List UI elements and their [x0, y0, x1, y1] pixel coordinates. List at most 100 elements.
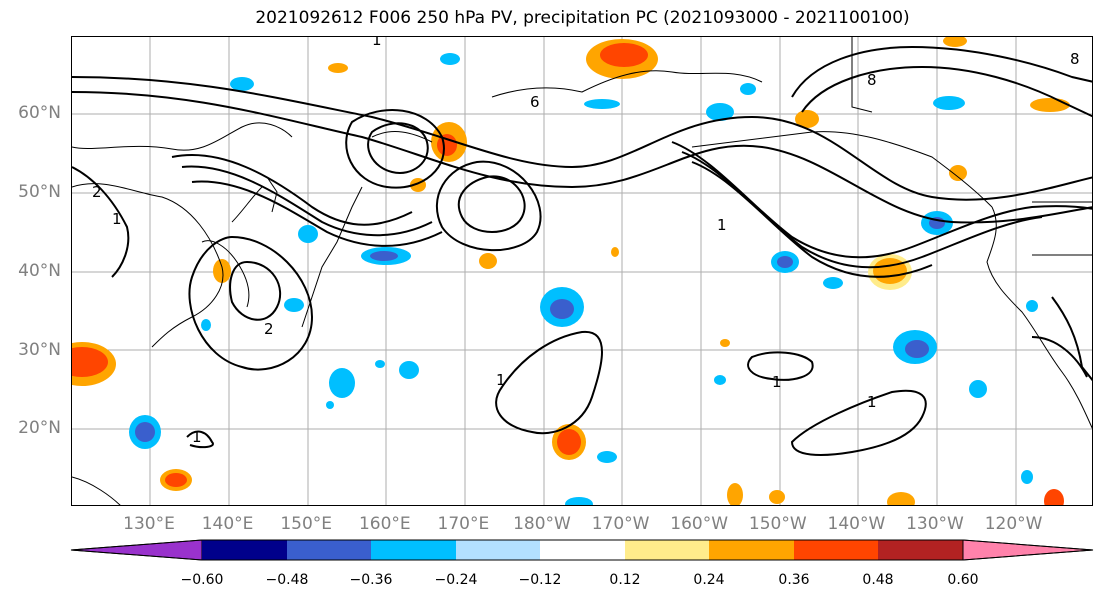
- warm-anomaly-blob: [769, 490, 785, 504]
- colorbar-tick-label: 0.36: [778, 572, 810, 588]
- contour-label: 1: [496, 371, 506, 389]
- contour-label: 1: [772, 373, 782, 391]
- colorbar-segment: [456, 540, 540, 560]
- longitude-label: 160°W: [670, 514, 729, 534]
- cool-anomaly-blob: [933, 96, 965, 110]
- longitude-label: 120°W: [984, 514, 1043, 534]
- cool-anomaly-blob: [714, 375, 726, 385]
- colorbar-tick-label: −0.12: [518, 572, 562, 588]
- map-panel: 1 1 1 1 1 2 2 6 8 8 1 1: [71, 36, 1093, 506]
- colorbar-segment: [70, 539, 203, 561]
- colorbar-tick-label: −0.36: [349, 572, 393, 588]
- colorbar-tick-label: −0.24: [434, 572, 478, 588]
- warm-anomaly-blob: [213, 259, 231, 283]
- latitude-label: 20°N: [18, 418, 61, 438]
- longitude-label: 140°E: [201, 514, 254, 534]
- warm-anomaly-blob: [72, 342, 116, 386]
- cool-anomaly-blob: [565, 497, 593, 505]
- warm-anomaly-blob: [868, 254, 912, 290]
- colorbar-segment: [371, 540, 456, 560]
- colorbar-tick-label: −0.48: [265, 572, 309, 588]
- cool-anomaly-blob: [1026, 300, 1038, 312]
- cool-anomaly-blob: [969, 380, 987, 398]
- cool-anomaly-blob: [399, 361, 419, 379]
- colorbar-segment: [709, 540, 794, 560]
- longitude-label: 170°W: [591, 514, 650, 534]
- contour-label: 1: [717, 216, 727, 234]
- colorbar-tick-label: −0.60: [180, 572, 224, 588]
- longitude-label: 130°E: [123, 514, 175, 534]
- contour-label: 8: [867, 71, 877, 89]
- cool-anomaly-blob: [440, 53, 460, 65]
- warm-anomaly-blob: [795, 110, 819, 128]
- colorbar-tick-label: 0.24: [693, 572, 725, 588]
- contour-label: 2: [264, 320, 274, 338]
- colorbar-tick-label: 0.60: [947, 572, 979, 588]
- contour-label: 6: [530, 93, 540, 111]
- contour-label: 1: [112, 210, 122, 228]
- cool-anomaly-blob: [284, 298, 304, 312]
- cool-anomaly-blob: [771, 251, 799, 273]
- longitude-label: 130°W: [906, 514, 964, 534]
- contour-label: 1: [192, 428, 202, 446]
- cool-anomaly-blob: [584, 99, 620, 109]
- cool-anomaly-blob: [740, 83, 756, 95]
- cool-anomaly-blob: [706, 103, 734, 121]
- cool-anomaly-blob: [1021, 470, 1033, 484]
- colorbar-segment: [962, 539, 1094, 561]
- longitude-label: 150°W: [748, 514, 807, 534]
- pv-contours: [72, 45, 1092, 456]
- warm-anomaly-blob: [720, 339, 730, 347]
- cool-anomaly-blob: [329, 368, 355, 398]
- colorbar-segment: [878, 540, 963, 560]
- cool-anomaly-blob: [129, 415, 161, 449]
- map-title: 2021092612 F006 250 hPa PV, precipitatio…: [255, 8, 910, 28]
- longitude-label: 170°E: [437, 514, 490, 534]
- cool-anomaly-blob: [893, 330, 937, 364]
- cool-anomaly-blob: [230, 77, 254, 91]
- cool-anomaly-blob: [921, 211, 953, 235]
- colorbar-segment: [540, 540, 625, 560]
- warm-anomaly-blob: [552, 424, 586, 460]
- cool-anomaly-blob: [597, 451, 617, 463]
- warm-anomaly-blob: [586, 39, 658, 79]
- cool-anomaly-blob: [375, 360, 385, 368]
- warm-anomaly-blob: [611, 247, 619, 257]
- contour-label: 2: [92, 183, 102, 201]
- warm-anomaly-blob: [727, 483, 743, 505]
- warm-anomaly-blob: [943, 37, 967, 47]
- warm-anomaly-blob: [328, 63, 348, 73]
- coastlines: [72, 37, 1092, 505]
- longitude-label: 160°E: [358, 514, 411, 534]
- warm-anomaly-blob: [479, 253, 497, 269]
- cool-anomaly-blob: [201, 319, 211, 331]
- colorbar-tick-label: 0.12: [609, 572, 641, 588]
- colorbar-segment: [202, 540, 287, 560]
- map-canvas: 1 1 1 1 1 2 2 6 8 8 1 1: [72, 37, 1092, 505]
- latitude-label: 30°N: [18, 340, 61, 360]
- cool-anomaly-blob: [361, 247, 411, 265]
- contour-label: 1: [867, 393, 877, 411]
- longitude-label: 140°W: [827, 514, 886, 534]
- warm-anomaly-blob: [1044, 489, 1064, 505]
- colorbar-tick-label: 0.48: [862, 572, 894, 588]
- longitude-label: 150°E: [280, 514, 333, 534]
- colorbar-segment: [794, 540, 878, 560]
- latitude-label: 50°N: [18, 182, 61, 202]
- cool-anomaly-blob: [540, 287, 584, 327]
- longitude-label: 180°W: [513, 514, 571, 534]
- colorbar: [70, 539, 1094, 561]
- colorbar-segment: [625, 540, 709, 560]
- cool-anomaly-blob: [298, 225, 318, 243]
- contour-label: 8: [1070, 50, 1080, 68]
- contour-labels: 1 1 1 1 1 2 2 6 8 8 1 1: [92, 37, 1080, 446]
- cool-anomaly-blob: [326, 401, 334, 409]
- warm-anomaly-blob: [887, 492, 915, 505]
- latitude-label: 60°N: [18, 103, 61, 123]
- contour-label: 1: [372, 37, 382, 49]
- colorbar-segment: [287, 540, 371, 560]
- precip-shading: [72, 37, 1070, 505]
- warm-anomaly-blob: [1030, 98, 1070, 112]
- cool-anomaly-blob: [823, 277, 843, 289]
- latitude-label: 40°N: [18, 261, 61, 281]
